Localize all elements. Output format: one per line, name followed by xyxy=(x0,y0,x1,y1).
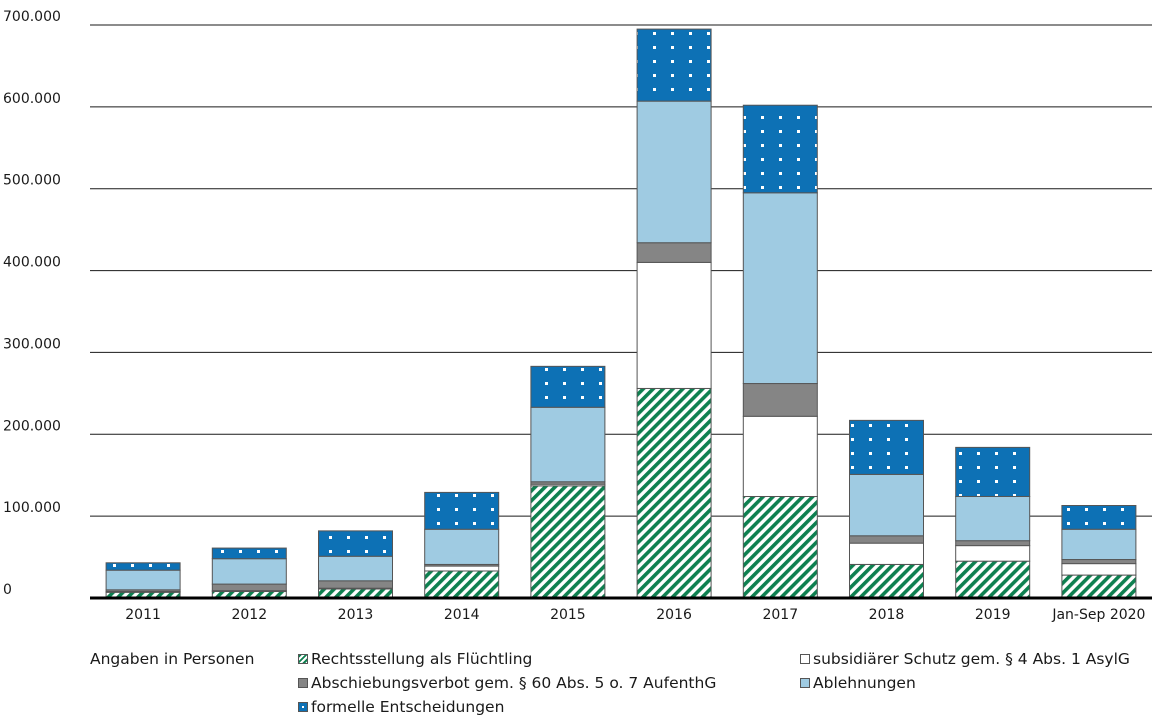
bar-segment-3 xyxy=(424,528,500,565)
legend-item-subsid: subsidiärer Schutz gem. § 4 Abs. 1 AsylG xyxy=(800,650,1130,668)
bar-segment-2 xyxy=(955,540,1031,547)
legend-label-reject: Ablehnungen xyxy=(813,674,916,692)
x-tick-label: 2013 xyxy=(338,607,374,623)
legend-label-deport: Abschiebungsverbot gem. § 60 Abs. 5 o. 7… xyxy=(311,674,717,692)
y-tick-label: 300.000 xyxy=(3,336,61,352)
bar-segment-3 xyxy=(636,100,712,244)
y-tick-label: 0 xyxy=(3,582,12,598)
x-tick-label: 2019 xyxy=(975,607,1011,623)
bar-segment-2 xyxy=(318,580,393,589)
x-tick-label: 2015 xyxy=(550,607,586,623)
bar-segment-1 xyxy=(742,415,818,497)
gridlines xyxy=(90,24,1152,517)
bar-segment-2 xyxy=(742,383,818,417)
bar-segment-2 xyxy=(211,583,287,592)
bar-segment-0 xyxy=(424,570,500,599)
bar-segment-2 xyxy=(636,242,712,263)
bar-segment-4 xyxy=(424,491,500,530)
legend-label-subsid: subsidiärer Schutz gem. § 4 Abs. 1 AsylG xyxy=(813,650,1130,668)
legend-item-deport: Abschiebungsverbot gem. § 60 Abs. 5 o. 7… xyxy=(298,674,716,692)
legend-label-formal: formelle Entscheidungen xyxy=(311,698,505,716)
bar-segment-3 xyxy=(530,406,606,483)
legend-label-refugee: Rechtsstellung als Flüchtling xyxy=(311,650,533,668)
bar-segment-4 xyxy=(105,562,181,571)
y-tick-label: 500.000 xyxy=(3,173,61,189)
bar-segment-0 xyxy=(742,495,818,599)
x-tick-label: 2011 xyxy=(125,607,161,623)
x-tick-label: 2014 xyxy=(444,607,480,623)
bar-segment-4 xyxy=(955,446,1031,497)
legend-swatch-deport xyxy=(298,678,308,688)
legend-swatch-refugee xyxy=(298,654,308,664)
y-tick-label: 600.000 xyxy=(3,91,61,107)
x-tick-label: 2017 xyxy=(762,607,798,623)
bar-segment-3 xyxy=(742,192,818,385)
legend-item-reject: Ablehnungen xyxy=(800,674,916,692)
y-tick-label: 700.000 xyxy=(3,9,61,25)
bar-segment-0 xyxy=(636,387,712,599)
legend-item-formal: formelle Entscheidungen xyxy=(298,698,504,716)
bar-segment-0 xyxy=(849,563,924,599)
x-axis-tick-labels: 2011 2012 2013 2014 2015 2016 2017 2018 2019 Jan-… xyxy=(125,607,1145,623)
bar-segment-4 xyxy=(636,28,712,102)
y-axis-tick-labels: 0 100.000 200.000 300.000 400.000 500.000 600.… xyxy=(3,9,61,598)
bar-segment-4 xyxy=(849,419,924,475)
x-tick-label: Jan-Sep 2020 xyxy=(1051,607,1145,623)
bar-segment-2 xyxy=(849,535,924,544)
bar-segment-1 xyxy=(849,542,924,565)
x-tick-label: 2012 xyxy=(231,607,267,623)
y-tick-label: 100.000 xyxy=(3,500,61,516)
bar-segment-1 xyxy=(1061,563,1137,576)
bar-segment-3 xyxy=(849,473,924,537)
bar-segment-0 xyxy=(955,560,1031,599)
legend-swatch-reject xyxy=(800,678,810,688)
x-tick-label: 2016 xyxy=(656,607,692,623)
bar-segment-1 xyxy=(636,261,712,389)
bar-segment-4 xyxy=(742,104,818,194)
bar-segment-4 xyxy=(1061,505,1137,530)
bar-segment-3 xyxy=(211,558,287,585)
bar-segment-3 xyxy=(105,569,181,591)
bar-segment-1 xyxy=(424,565,500,572)
bar-segment-3 xyxy=(955,495,1031,542)
bar-segment-4 xyxy=(530,365,606,408)
bar-segment-4 xyxy=(318,530,393,557)
legend-note: Angaben in Personen xyxy=(90,650,255,668)
bar-segment-0 xyxy=(530,485,606,599)
bar-segment-0 xyxy=(1061,574,1137,599)
bar-segment-3 xyxy=(318,555,393,582)
bar-segment-4 xyxy=(211,547,287,560)
legend-item-refugee: Rechtsstellung als Flüchtling xyxy=(298,650,532,668)
legend-swatch-subsid xyxy=(800,654,810,664)
y-tick-label: 400.000 xyxy=(3,255,61,271)
bar-segment-1 xyxy=(955,545,1031,562)
x-tick-label: 2018 xyxy=(869,607,905,623)
y-tick-label: 200.000 xyxy=(3,418,61,434)
bar-segment-3 xyxy=(1061,528,1137,561)
legend-swatch-formal xyxy=(298,702,308,712)
legend: Angaben in Personen Rechtsstellung als F… xyxy=(0,650,1152,725)
bars xyxy=(90,28,1152,600)
bar-segment-2 xyxy=(1061,559,1137,565)
